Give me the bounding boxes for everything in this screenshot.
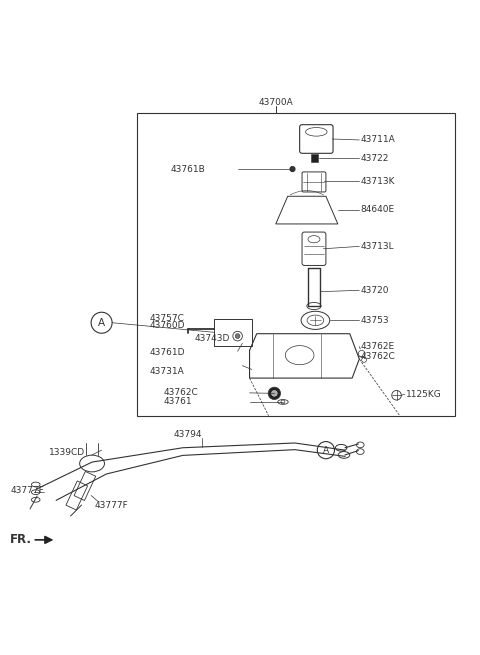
Text: 43761: 43761 [164,398,192,407]
Text: A: A [98,318,105,328]
Text: 43794: 43794 [173,430,202,440]
Text: 43713K: 43713K [361,177,395,186]
Text: 84640E: 84640E [361,205,395,214]
Text: 43777F: 43777F [11,486,45,495]
Bar [137,113,455,416]
Text: 43722: 43722 [361,153,389,162]
Text: 1125KG: 1125KG [406,390,442,399]
Text: 43762C: 43762C [361,352,396,361]
Text: 43713L: 43713L [361,242,395,251]
Text: 43720: 43720 [361,286,389,295]
Bar [311,155,318,162]
Text: 43762E: 43762E [361,342,395,351]
Text: 43761D: 43761D [149,348,185,357]
Bar [214,320,252,346]
Circle shape [272,390,277,396]
Text: 43743D: 43743D [195,335,230,343]
Text: 43753: 43753 [361,316,389,325]
Text: A: A [323,445,329,455]
Text: 1339CD: 1339CD [49,448,85,457]
Text: 43761B: 43761B [171,164,205,174]
Circle shape [235,333,240,339]
Text: 43700A: 43700A [258,98,293,107]
Circle shape [290,166,295,172]
Text: 43711A: 43711A [361,136,396,145]
Text: 43731A: 43731A [149,367,184,377]
Text: 43757C: 43757C [149,314,184,323]
Text: 43760D: 43760D [149,321,185,330]
Circle shape [268,387,281,400]
Text: 43762C: 43762C [164,388,198,398]
Text: 43777F: 43777F [95,500,128,510]
Text: FR.: FR. [10,533,32,546]
